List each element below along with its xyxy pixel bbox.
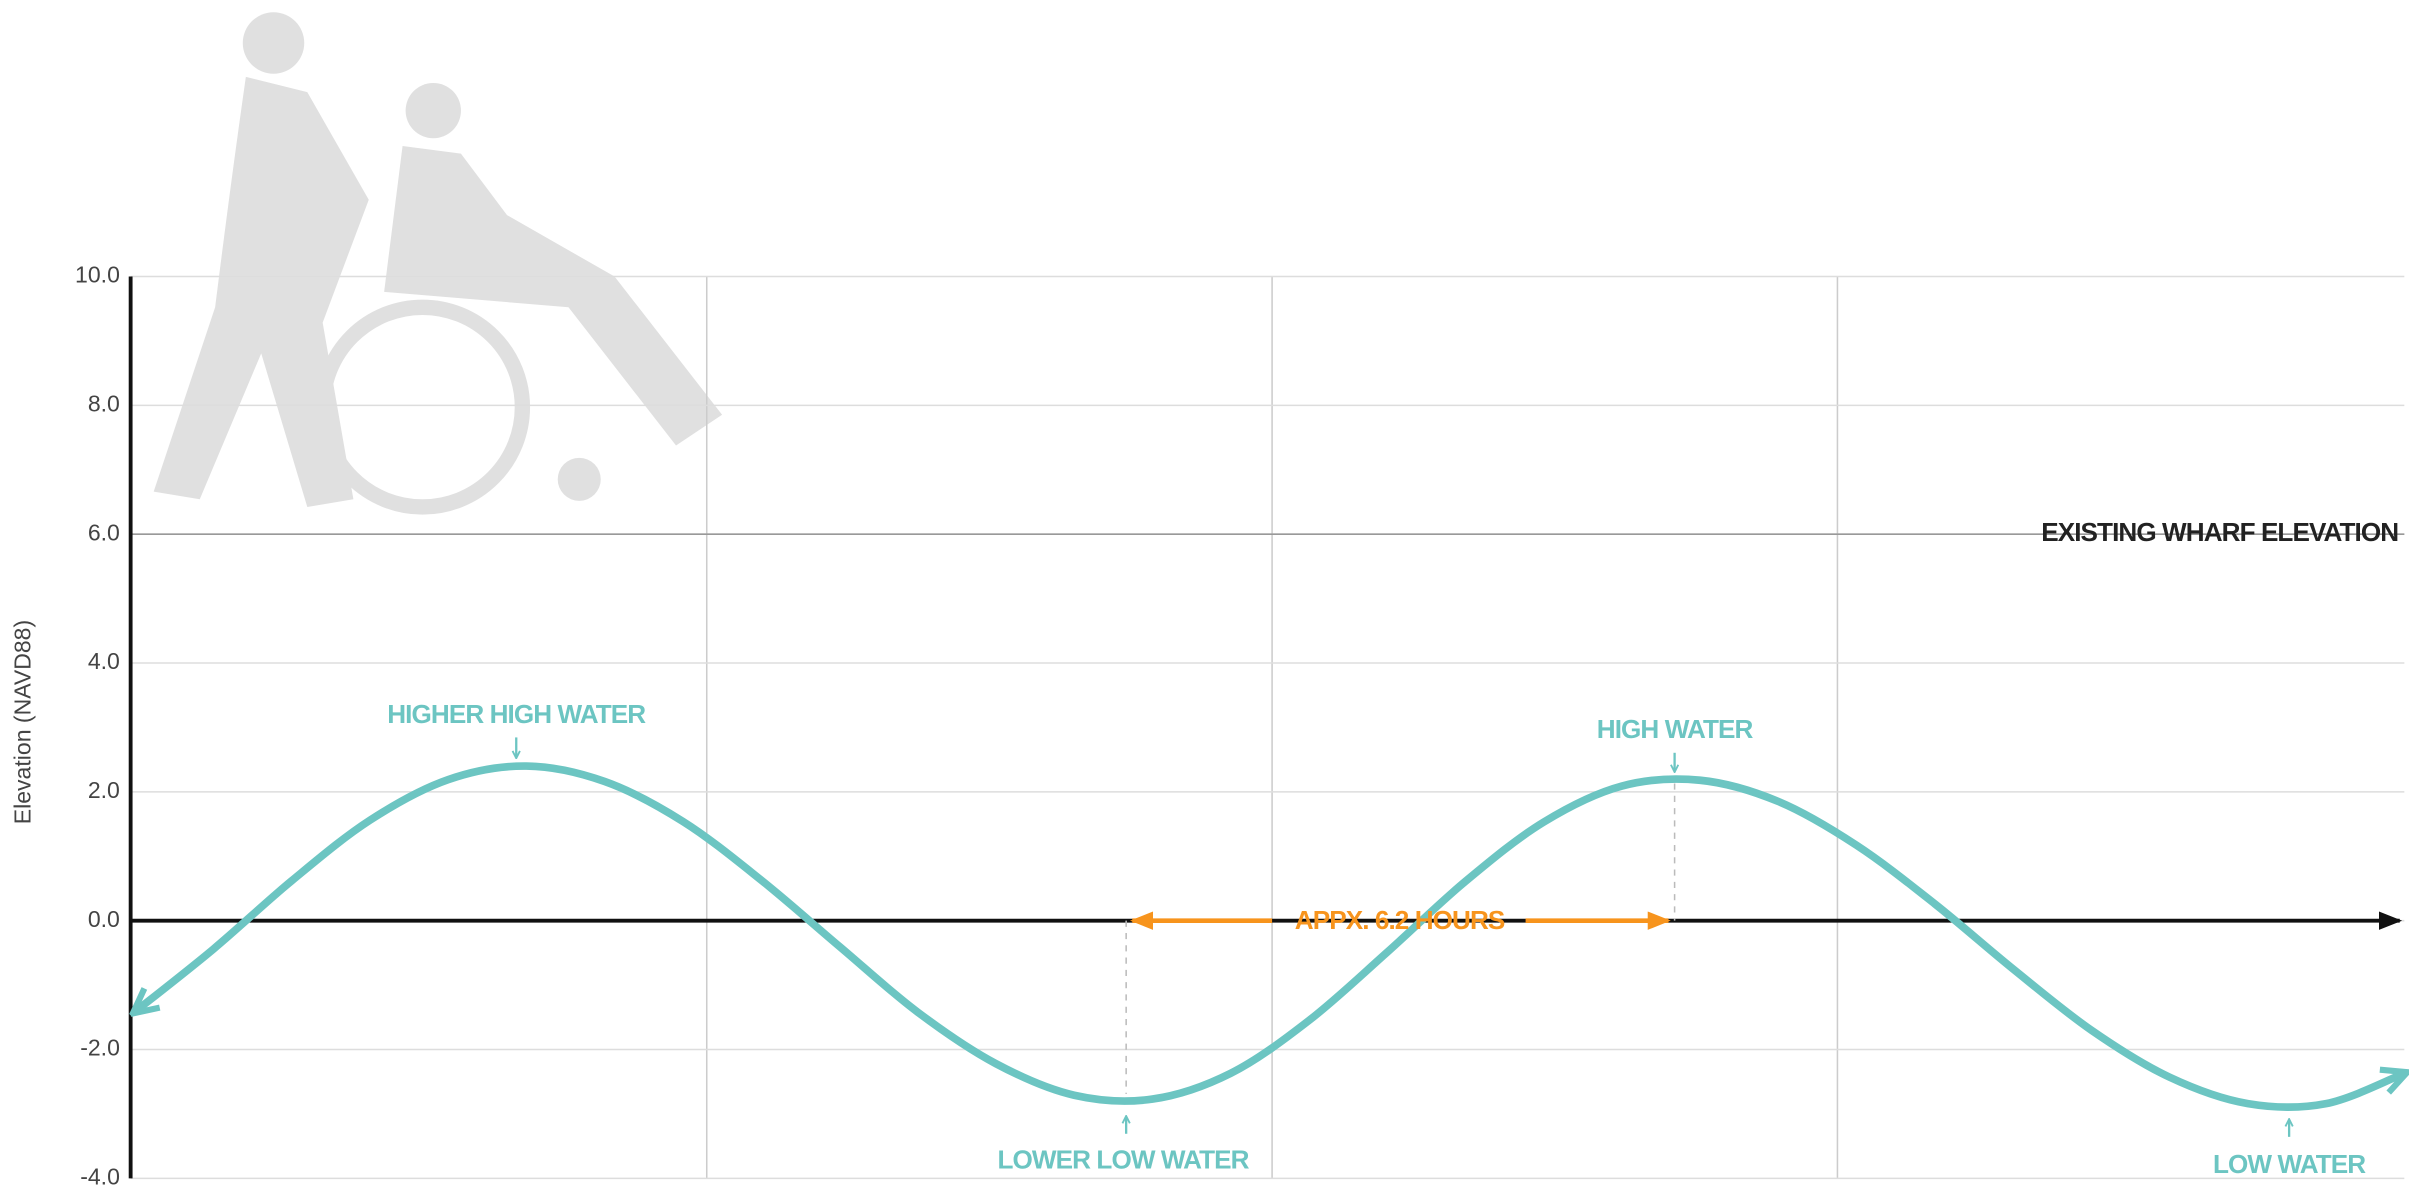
y-tick-label: 6.0 (88, 519, 120, 545)
y-tick-label: 2.0 (88, 777, 120, 803)
y-tick-label: -4.0 (80, 1163, 120, 1189)
annotation: HIGHER HIGH WATER (387, 699, 646, 729)
reference-label: EXISTING WHARF ELEVATION (2041, 517, 2398, 547)
y-tick-label: 8.0 (88, 390, 120, 416)
tide-line (135, 762, 2404, 1111)
annotation: LOW WATER (2213, 1149, 2366, 1179)
y-tick-label: 10.0 (75, 262, 120, 288)
span-label: APPX. 6.2 HOURS (1295, 905, 1505, 935)
y-axis-label: Elevation (NAVD88) (10, 620, 36, 824)
annotation: LOWER LOW WATER (998, 1144, 1250, 1174)
y-tick-label: 4.0 (88, 648, 120, 674)
annotation: HIGH WATER (1597, 714, 1754, 744)
y-tick-label: -2.0 (80, 1035, 120, 1061)
y-tick-label: 0.0 (88, 906, 120, 932)
silhouette (153, 12, 723, 515)
